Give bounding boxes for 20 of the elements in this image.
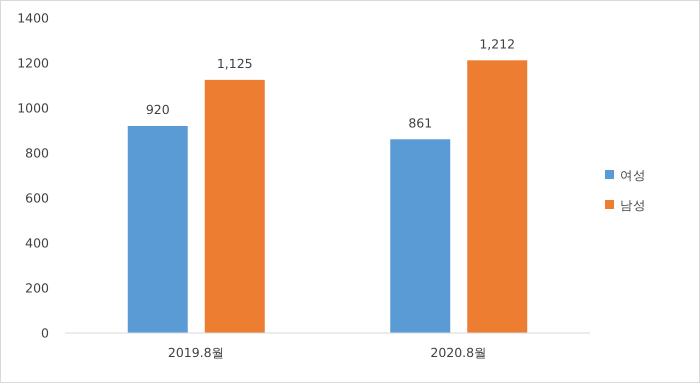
- y-tick-label: 200: [25, 280, 50, 296]
- y-tick-label: 1400: [17, 10, 50, 26]
- data-label: 920: [146, 102, 170, 117]
- y-tick-label: 600: [25, 190, 50, 206]
- x-tick-label: 2019.8월: [168, 345, 225, 360]
- y-tick-label: 0: [41, 326, 50, 340]
- legend-label: 남성: [620, 198, 646, 212]
- data-label: 861: [408, 115, 432, 130]
- bar: [467, 60, 528, 333]
- y-tick-label: 800: [25, 146, 50, 160]
- x-tick-label: 2020.8월: [430, 345, 488, 360]
- data-label: 1,125: [216, 56, 253, 71]
- bar: [390, 139, 450, 333]
- bar: [204, 80, 265, 333]
- legend-label: 여성: [620, 168, 646, 182]
- y-tick-label: 1000: [17, 100, 50, 116]
- y-tick-label: 400: [25, 236, 50, 250]
- data-label: 1,212: [479, 36, 516, 52]
- y-tick-label: 1200: [17, 56, 50, 70]
- bar: [128, 126, 188, 333]
